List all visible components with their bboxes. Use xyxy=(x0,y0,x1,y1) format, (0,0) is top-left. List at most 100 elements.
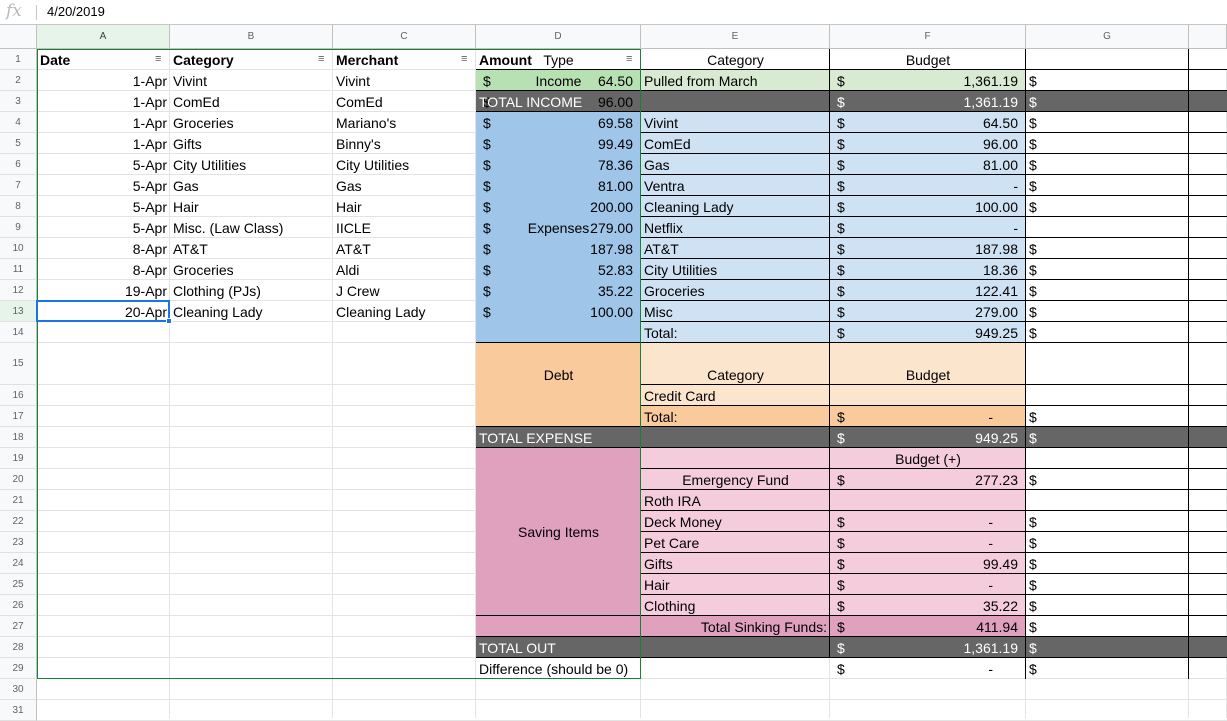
total-income-extra-currency[interactable]: $ xyxy=(1029,94,1037,110)
expense-extra-currency[interactable]: $ xyxy=(1029,178,1037,194)
transaction-amount[interactable]: 64.50 xyxy=(597,73,633,89)
budget-header-type[interactable]: Type xyxy=(543,52,574,68)
saving-extra-currency[interactable]: $ xyxy=(1029,472,1037,488)
row-header-2[interactable]: 2 xyxy=(0,70,37,91)
saving-category[interactable]: Roth IRA xyxy=(644,493,701,509)
row-header-14[interactable]: 14 xyxy=(0,322,37,343)
income-type[interactable]: Income xyxy=(535,73,582,89)
debt-header-budget[interactable]: Budget xyxy=(905,367,951,383)
transaction-category[interactable]: Groceries xyxy=(173,262,234,278)
row-header-22[interactable]: 22 xyxy=(0,511,37,532)
transaction-date[interactable]: 8-Apr xyxy=(132,241,167,257)
transaction-merchant[interactable]: Vivint xyxy=(336,73,370,89)
transaction-merchant[interactable]: J Crew xyxy=(336,283,380,299)
difference-value[interactable]: - xyxy=(988,661,993,677)
row-header-29[interactable]: 29 xyxy=(0,658,37,679)
expense-category[interactable]: Cleaning Lady xyxy=(644,199,734,215)
expense-category[interactable]: ComEd xyxy=(644,136,691,152)
transaction-category[interactable]: Gifts xyxy=(173,136,202,152)
row-header-30[interactable]: 30 xyxy=(0,679,37,700)
transaction-category[interactable]: ComEd xyxy=(173,94,220,110)
transaction-date[interactable]: 5-Apr xyxy=(132,199,167,215)
expenses-label[interactable]: Expenses xyxy=(527,219,590,236)
saving-extra-currency[interactable]: $ xyxy=(1029,535,1037,551)
total-expense-extra-currency[interactable]: $ xyxy=(1029,430,1037,446)
budget-header-category[interactable]: Category xyxy=(707,52,764,68)
row-header-15[interactable]: 15 xyxy=(0,343,37,385)
filter-icon[interactable]: ≡ xyxy=(155,53,162,65)
saving-extra-currency[interactable]: $ xyxy=(1029,577,1037,593)
expense-budget[interactable]: 187.98 xyxy=(975,241,1018,257)
row-header-27[interactable]: 27 xyxy=(0,616,37,637)
expense-extra-currency[interactable]: $ xyxy=(1029,115,1037,131)
saving-extra-currency[interactable]: $ xyxy=(1029,598,1037,614)
expense-category[interactable]: AT&T xyxy=(644,241,679,257)
total-income-label[interactable]: TOTAL INCOME xyxy=(479,94,583,110)
row-header-19[interactable]: 19 xyxy=(0,448,37,469)
transaction-date[interactable]: 5-Apr xyxy=(132,157,167,173)
total-out-value[interactable]: 1,361.19 xyxy=(963,640,1019,656)
row-header-12[interactable]: 12 xyxy=(0,280,37,301)
row-header-4[interactable]: 4 xyxy=(0,112,37,133)
row-header-10[interactable]: 10 xyxy=(0,238,37,259)
expense-budget[interactable]: 279.00 xyxy=(975,304,1018,320)
difference-extra-currency[interactable]: $ xyxy=(1029,661,1037,677)
total-sinking-extra-currency[interactable]: $ xyxy=(1029,619,1037,635)
expense-budget[interactable]: 81.00 xyxy=(982,157,1018,173)
transaction-amount[interactable]: 200.00 xyxy=(590,199,633,215)
income-extra-currency[interactable]: $ xyxy=(1029,73,1037,89)
transaction-amount[interactable]: 187.98 xyxy=(590,241,633,257)
total-expense-label[interactable]: TOTAL EXPENSE xyxy=(479,430,593,446)
expense-extra-currency[interactable]: $ xyxy=(1029,325,1037,341)
filter-icon[interactable]: ≡ xyxy=(626,53,633,65)
debt-total-label[interactable]: Total: xyxy=(644,409,678,425)
total-out-label[interactable]: TOTAL OUT xyxy=(479,640,556,656)
expense-extra-currency[interactable]: $ xyxy=(1029,199,1037,215)
transaction-amount[interactable]: 96.00 xyxy=(597,94,633,110)
expense-category[interactable]: Misc xyxy=(644,304,673,320)
fill-handle[interactable] xyxy=(166,318,172,324)
expense-category[interactable]: Gas xyxy=(644,157,670,173)
row-header-21[interactable]: 21 xyxy=(0,490,37,511)
row-header-18[interactable]: 18 xyxy=(0,427,37,448)
expense-budget[interactable]: 64.50 xyxy=(982,115,1018,131)
debt-label[interactable]: Debt xyxy=(543,366,574,383)
transaction-date[interactable]: 1-Apr xyxy=(132,94,167,110)
column-header-next[interactable] xyxy=(1189,25,1227,49)
debt-total-value[interactable]: - xyxy=(988,409,993,425)
expense-category[interactable]: Vivint xyxy=(644,115,678,131)
filter-icon[interactable]: ≡ xyxy=(318,53,325,65)
transaction-category[interactable]: City Utilities xyxy=(173,157,247,173)
row-header-26[interactable]: 26 xyxy=(0,595,37,616)
saving-items-label[interactable]: Saving Items xyxy=(518,524,599,540)
transaction-category[interactable]: Cleaning Lady xyxy=(173,304,263,320)
expense-extra-currency[interactable]: $ xyxy=(1029,157,1037,173)
total-sinking-value[interactable]: 411.94 xyxy=(976,619,1018,635)
saving-budget[interactable]: - xyxy=(988,535,993,551)
row-header-17[interactable]: 17 xyxy=(0,406,37,427)
debt-header-category[interactable]: Category xyxy=(707,367,764,383)
transaction-date[interactable]: 5-Apr xyxy=(132,178,167,194)
budget-header-budget[interactable]: Budget xyxy=(905,52,951,68)
row-header-5[interactable]: 5 xyxy=(0,133,37,154)
transaction-merchant[interactable]: City Utilities xyxy=(336,157,410,173)
transaction-date[interactable]: 1-Apr xyxy=(132,115,167,131)
transaction-category[interactable]: AT&T xyxy=(173,241,208,257)
filter-icon[interactable]: ≡ xyxy=(461,53,468,65)
saving-budget[interactable]: - xyxy=(988,514,993,530)
transaction-amount[interactable]: 279.00 xyxy=(590,220,633,236)
income-category[interactable]: Pulled from March xyxy=(644,73,758,89)
transaction-category[interactable]: Gas xyxy=(173,178,199,194)
formula-input[interactable]: 4/20/2019 xyxy=(47,4,105,19)
transaction-date[interactable]: 8-Apr xyxy=(132,262,167,278)
row-header-24[interactable]: 24 xyxy=(0,553,37,574)
transaction-merchant[interactable]: Hair xyxy=(336,199,362,215)
expense-extra-currency[interactable]: $ xyxy=(1029,241,1037,257)
select-all-corner[interactable] xyxy=(0,25,37,49)
transaction-merchant[interactable]: IICLE xyxy=(336,220,372,236)
transaction-category[interactable]: Misc. (Law Class) xyxy=(173,220,284,236)
row-header-3[interactable]: 3 xyxy=(0,91,37,112)
transaction-merchant[interactable]: Cleaning Lady xyxy=(336,304,426,320)
column-header-g[interactable]: G xyxy=(1026,25,1189,49)
transaction-merchant[interactable]: Mariano's xyxy=(336,115,397,131)
